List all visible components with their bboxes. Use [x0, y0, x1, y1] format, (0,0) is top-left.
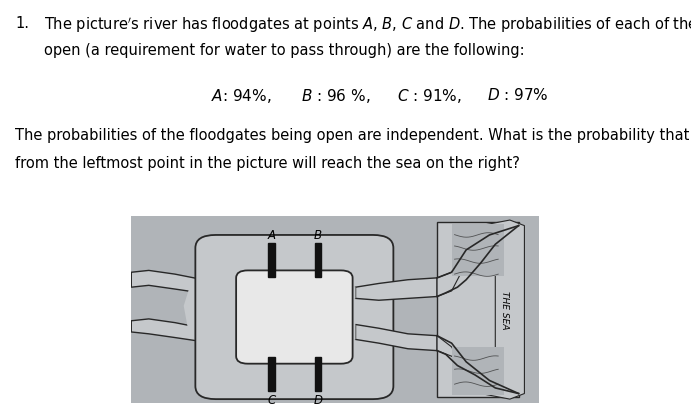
Polygon shape	[355, 325, 437, 351]
FancyBboxPatch shape	[196, 235, 393, 399]
Text: open (a requirement for water to pass through) are the following:: open (a requirement for water to pass th…	[44, 43, 524, 58]
Polygon shape	[131, 319, 233, 347]
Text: D: D	[314, 393, 323, 406]
Text: THE SEA: THE SEA	[500, 291, 509, 329]
Text: from the leftmost point in the picture will reach the sea on the right?: from the leftmost point in the picture w…	[15, 156, 520, 171]
Text: B: B	[314, 228, 322, 241]
Polygon shape	[437, 220, 524, 399]
Text: $D$ : 97%: $D$ : 97%	[487, 87, 549, 103]
Text: 1.: 1.	[15, 16, 29, 31]
FancyBboxPatch shape	[437, 222, 518, 397]
Bar	[452, 224, 504, 276]
Bar	[314, 244, 321, 277]
Text: $C$ : 91%,: $C$ : 91%,	[397, 87, 462, 105]
Polygon shape	[355, 278, 437, 301]
Polygon shape	[184, 282, 233, 347]
Bar	[314, 357, 321, 391]
Bar	[268, 244, 274, 277]
FancyBboxPatch shape	[236, 271, 352, 364]
Bar	[268, 357, 274, 391]
Bar	[452, 347, 504, 396]
Text: The picture$'$s river has floodgates at points $A$, $B$, $C$ and $D$. The probab: The picture$'$s river has floodgates at …	[44, 16, 691, 35]
Text: $A$: 94%,: $A$: 94%,	[211, 87, 272, 105]
Text: The probabilities of the floodgates being open are independent. What is the prob: The probabilities of the floodgates bein…	[15, 128, 691, 143]
Text: C: C	[267, 393, 276, 406]
Text: A: A	[267, 228, 275, 241]
Text: $B$ : 96 %,: $B$ : 96 %,	[301, 87, 370, 105]
Polygon shape	[335, 288, 355, 339]
Polygon shape	[131, 271, 233, 299]
